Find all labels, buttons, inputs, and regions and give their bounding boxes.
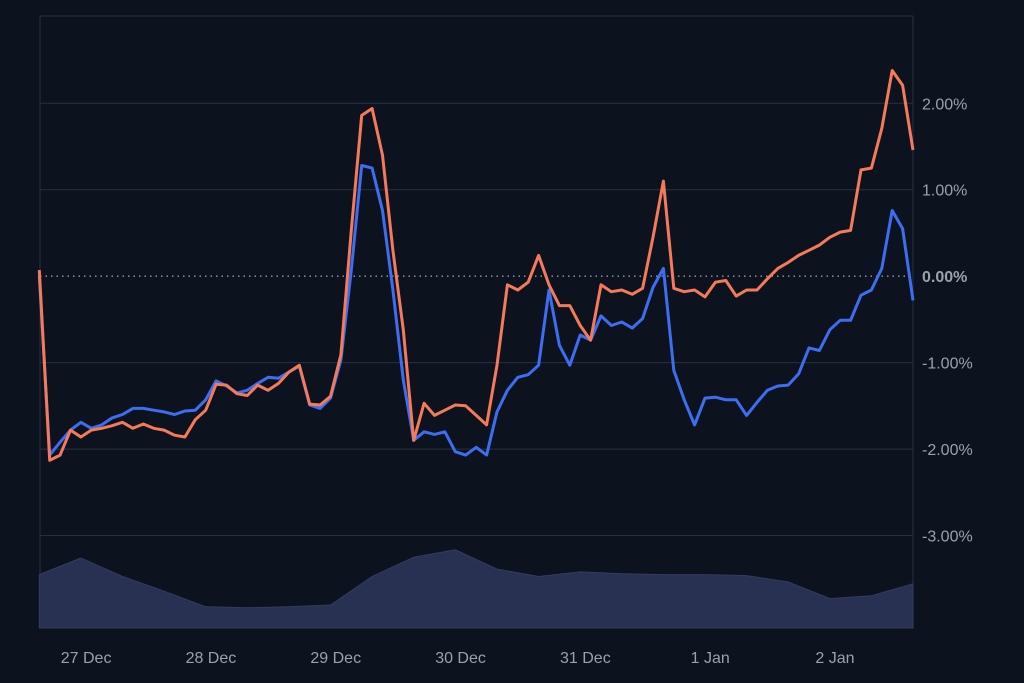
y-tick-label: -3.00%: [922, 529, 973, 546]
y-tick-label: 1.00%: [922, 183, 967, 200]
grid: [39, 15, 914, 628]
series-line-blue: [37, 164, 915, 457]
x-tick-label: 2 Jan: [815, 650, 854, 667]
x-tick-label: 29 Dec: [310, 650, 361, 667]
series-lines: [37, 69, 915, 462]
x-axis: 27 Dec 28 Dec 29 Dec 30 Dec 31 Dec 1 Jan 2 Jan: [61, 650, 855, 667]
x-tick-label: 30 Dec: [435, 650, 486, 667]
y-tick-label: 2.00%: [922, 96, 967, 113]
x-tick-label: 27 Dec: [61, 650, 112, 667]
y-tick-label: 0.00%: [922, 269, 967, 286]
y-tick-label: -1.00%: [922, 356, 973, 373]
y-axis: 2.00% 1.00% 0.00% -1.00% -2.00% -3.00%: [922, 96, 973, 545]
x-tick-label: 31 Dec: [560, 650, 611, 667]
x-tick-label: 28 Dec: [186, 650, 237, 667]
y-tick-label: -2.00%: [922, 442, 973, 459]
series-line-orange: [37, 69, 915, 462]
volume-area: [38, 549, 914, 629]
volume-area-fill: [38, 549, 914, 629]
x-tick-label: 1 Jan: [691, 650, 730, 667]
